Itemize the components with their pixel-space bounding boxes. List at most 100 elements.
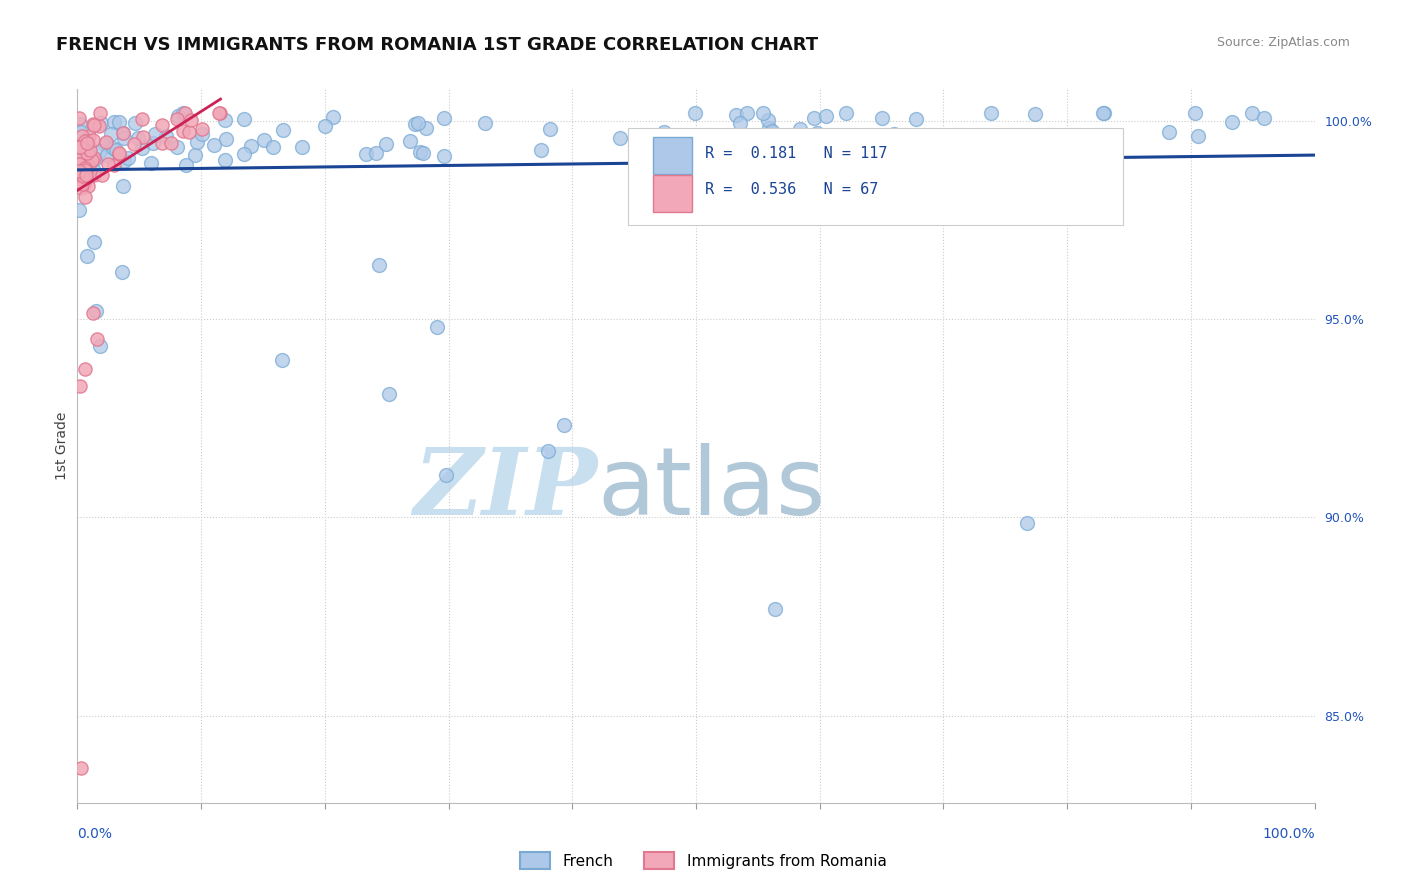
Point xyxy=(174,106,197,120)
Point xyxy=(529,143,551,157)
Point xyxy=(167,109,190,123)
Point xyxy=(108,115,131,129)
Point xyxy=(82,133,104,147)
Point xyxy=(191,127,214,141)
Point xyxy=(214,113,236,128)
Point xyxy=(1240,106,1263,120)
Point xyxy=(1220,114,1243,128)
Point xyxy=(690,137,713,152)
Text: FRENCH VS IMMIGRANTS FROM ROMANIA 1ST GRADE CORRELATION CHART: FRENCH VS IMMIGRANTS FROM ROMANIA 1ST GR… xyxy=(56,36,818,54)
Point xyxy=(73,163,96,178)
Point xyxy=(90,115,112,129)
Point xyxy=(67,157,90,171)
Point xyxy=(96,147,118,161)
Point xyxy=(75,168,97,182)
Y-axis label: 1st Grade: 1st Grade xyxy=(55,412,69,480)
Point xyxy=(80,153,103,167)
Point xyxy=(89,120,111,134)
Point xyxy=(97,157,120,171)
Point xyxy=(214,153,236,167)
Point xyxy=(89,339,111,353)
Point xyxy=(758,120,780,135)
Point xyxy=(314,119,336,133)
Point xyxy=(761,124,783,138)
Point xyxy=(111,126,134,140)
Point xyxy=(79,143,101,157)
Point xyxy=(1092,106,1115,120)
Point xyxy=(89,144,111,158)
Point xyxy=(366,145,388,160)
Point xyxy=(89,106,111,120)
Point xyxy=(752,106,775,120)
Point xyxy=(77,140,100,154)
Point xyxy=(73,177,96,191)
Point xyxy=(111,265,134,279)
Point xyxy=(538,121,561,136)
Point xyxy=(69,379,91,393)
Point xyxy=(183,148,205,162)
Point xyxy=(433,112,456,126)
Point xyxy=(117,151,139,165)
Point xyxy=(180,112,202,127)
Point xyxy=(789,122,811,136)
Point xyxy=(208,106,231,120)
Point xyxy=(409,145,432,160)
Text: Source: ZipAtlas.com: Source: ZipAtlas.com xyxy=(1216,36,1350,49)
Point xyxy=(76,137,98,152)
Point xyxy=(415,121,437,136)
Point xyxy=(69,140,91,154)
Point xyxy=(763,602,786,616)
Point xyxy=(82,305,104,319)
Point xyxy=(73,190,96,204)
FancyBboxPatch shape xyxy=(652,137,692,174)
Point xyxy=(127,131,149,145)
Point xyxy=(191,122,214,136)
Point xyxy=(433,148,456,162)
Point xyxy=(803,112,825,126)
Point xyxy=(412,146,434,161)
Point xyxy=(378,386,401,401)
Point xyxy=(112,131,135,145)
Point xyxy=(67,153,90,167)
Point xyxy=(75,159,97,173)
Point xyxy=(737,106,759,120)
Point xyxy=(172,124,194,138)
FancyBboxPatch shape xyxy=(628,128,1123,225)
Point xyxy=(209,106,232,120)
Point xyxy=(725,108,748,122)
Point xyxy=(233,146,256,161)
Point xyxy=(1031,135,1053,149)
Point xyxy=(76,179,98,194)
Point xyxy=(67,165,90,179)
Point xyxy=(69,137,91,152)
Text: atlas: atlas xyxy=(598,442,825,535)
Point xyxy=(172,106,194,120)
Point xyxy=(124,116,146,130)
Point xyxy=(814,109,837,123)
Point xyxy=(970,135,993,149)
Point xyxy=(70,144,93,158)
Point xyxy=(536,443,558,458)
Point xyxy=(654,125,676,139)
Point xyxy=(904,112,927,126)
Point xyxy=(834,106,856,120)
Point xyxy=(271,123,294,137)
Point xyxy=(1159,125,1181,139)
Point xyxy=(83,164,105,178)
Point xyxy=(756,146,779,161)
Point xyxy=(75,142,97,156)
Point xyxy=(86,332,108,346)
Point xyxy=(83,151,105,165)
Point xyxy=(1253,112,1275,126)
Point xyxy=(73,157,96,171)
Point xyxy=(215,132,238,146)
Point xyxy=(159,136,181,150)
Point xyxy=(76,134,98,148)
Point xyxy=(756,112,779,127)
Point xyxy=(107,145,129,160)
Text: 100.0%: 100.0% xyxy=(1263,827,1315,841)
Point xyxy=(122,137,145,152)
Point xyxy=(112,126,135,140)
Point xyxy=(434,468,457,483)
Point xyxy=(73,134,96,148)
